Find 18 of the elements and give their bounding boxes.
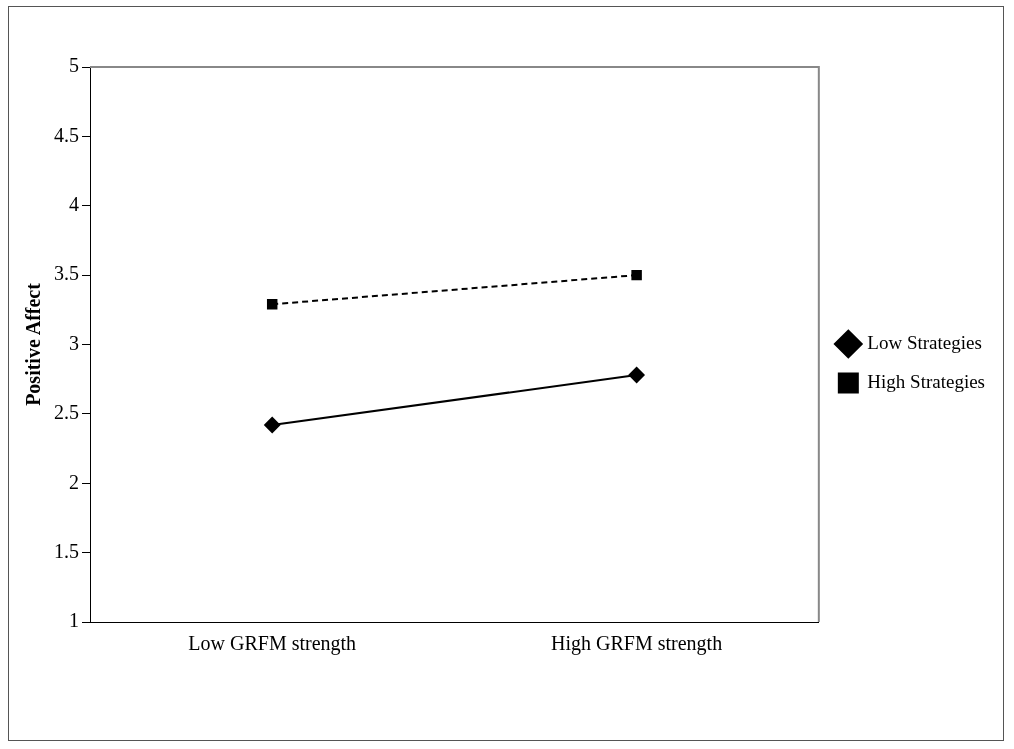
- y-tick-label: 1: [69, 609, 79, 632]
- y-tick-label: 3: [69, 331, 79, 354]
- y-tick-label: 5: [69, 54, 79, 77]
- y-tick-label: 2: [69, 470, 79, 493]
- y-tick-label: 1.5: [54, 539, 79, 562]
- point: [264, 416, 281, 433]
- x-tick-label: High GRFM strength: [551, 632, 723, 656]
- x-tick-label: Low GRFM strength: [188, 632, 357, 656]
- y-tick-label: 2.5: [54, 401, 79, 424]
- legend-label: High Strategies: [867, 370, 986, 392]
- y-axis-title: Positive Affect: [22, 282, 45, 406]
- legend-label: Low Strategies: [867, 331, 982, 353]
- point: [631, 269, 642, 281]
- y-tick-label: 4: [69, 193, 79, 215]
- y-tick-label: 4.5: [54, 123, 79, 146]
- point: [266, 299, 278, 310]
- y-tick-label: 3.5: [54, 262, 79, 285]
- point: [628, 367, 645, 384]
